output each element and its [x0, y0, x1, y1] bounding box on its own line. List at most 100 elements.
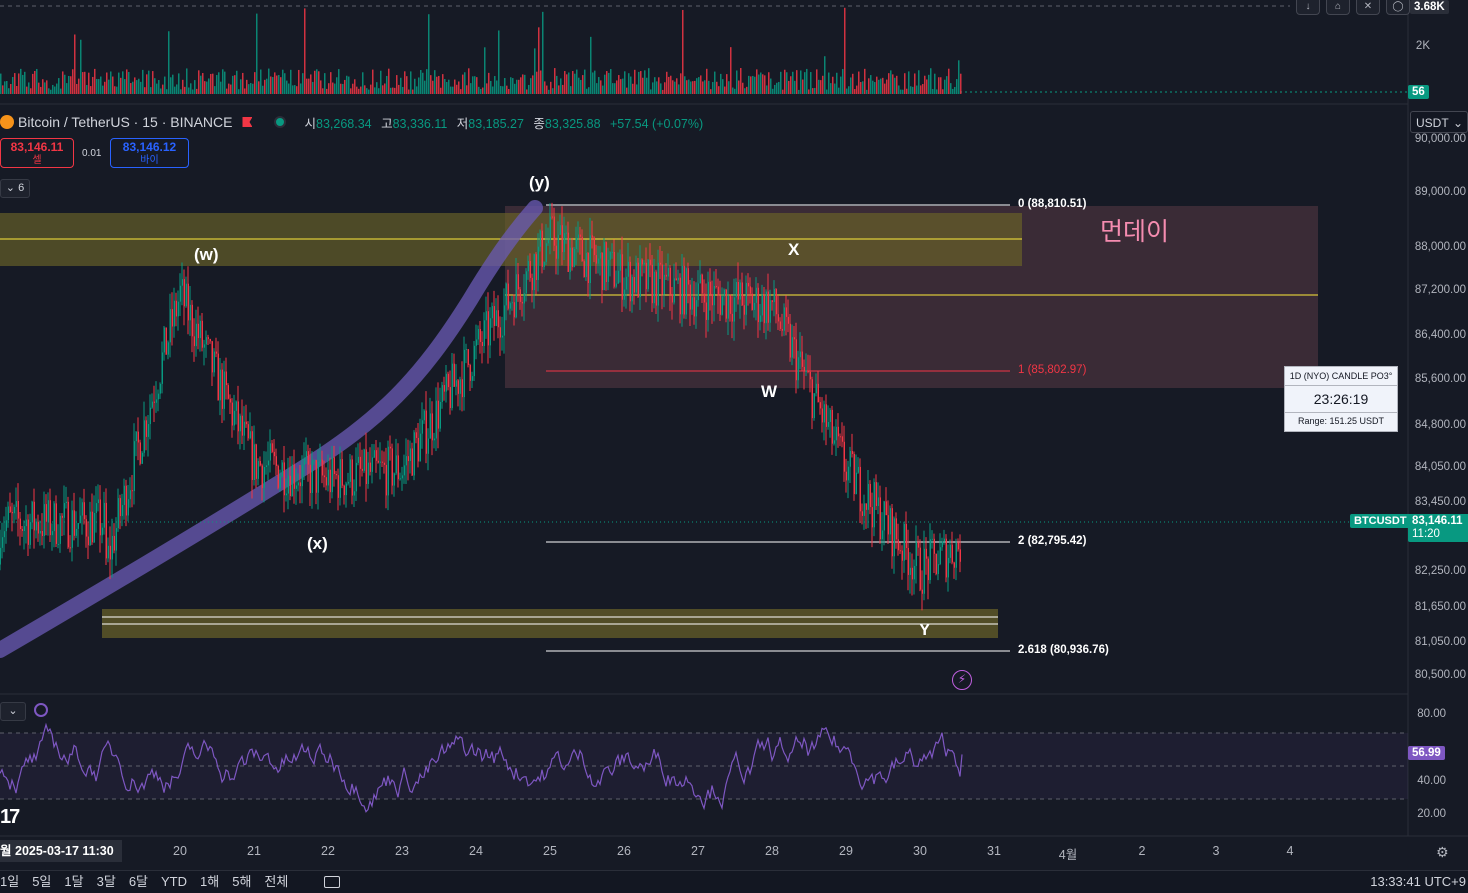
volume-bar [766, 85, 768, 94]
buy-button[interactable]: 83,146.12 바이 [110, 138, 189, 168]
price-tick-label: 86,400.00 [1414, 329, 1466, 341]
candle-body [303, 458, 305, 466]
candle-body [549, 216, 551, 240]
volume-bar [220, 81, 222, 94]
candle-body [629, 261, 631, 302]
candle-body [625, 276, 627, 290]
volume-bar [822, 75, 824, 94]
volume-bar [114, 86, 116, 94]
timeframe-button[interactable]: 1해 [200, 874, 220, 889]
volume-bar [384, 83, 386, 94]
close-icon[interactable]: ✕ [1356, 0, 1380, 15]
candle-body [531, 277, 533, 291]
trash-icon[interactable]: ⌂ [1326, 0, 1350, 15]
volume-bar [764, 75, 766, 94]
candle-body [263, 467, 265, 489]
candle-po3-widget: 1D (NYO) CANDLE PO3° 23:26:19 Range: 151… [1284, 366, 1398, 432]
volume-bar [748, 75, 750, 94]
clock[interactable]: 13:33:41 UTC+9 [1370, 874, 1466, 889]
volume-bar [720, 73, 722, 94]
candle-body [285, 493, 287, 496]
timeframe-button[interactable]: 1일 [0, 874, 20, 889]
timeframe-button[interactable]: 5해 [232, 874, 252, 889]
volume-bar [624, 71, 626, 94]
candle-body [911, 567, 913, 580]
volume-bar [410, 71, 412, 94]
volume-bar [72, 69, 74, 94]
volume-bar [712, 82, 714, 94]
refresh-icon[interactable] [34, 703, 48, 717]
candle-body [175, 300, 177, 317]
volume-bar [750, 76, 752, 94]
volume-bar [864, 68, 866, 94]
candle-body [427, 438, 429, 454]
candle-body [151, 401, 153, 408]
price-tick-label: 81,050.00 [1414, 636, 1466, 648]
candle-body [945, 538, 947, 578]
volume-bar [834, 83, 836, 94]
candle-body [843, 441, 845, 472]
candle-body [901, 550, 903, 561]
volume-bar [2, 85, 4, 94]
settings-gear-icon[interactable]: ⚙ [1436, 844, 1449, 860]
volume-bar [930, 68, 932, 94]
volume-bar [300, 83, 302, 94]
candle-body [851, 450, 853, 455]
candle-body [33, 501, 35, 531]
currency-select[interactable]: USDT ⌄ [1410, 111, 1468, 133]
volume-bar [34, 71, 36, 94]
candle-body [955, 542, 957, 568]
arrow-down-icon[interactable]: ↓ [1296, 0, 1320, 15]
volume-bar [122, 71, 124, 94]
symbol-title[interactable]: Bitcoin / TetherUS · 15 · BINANCE [18, 114, 233, 130]
candle-body [39, 531, 41, 534]
volume-bar [294, 85, 296, 94]
time-tick-label: 4월 [1058, 848, 1078, 862]
timeframe-button[interactable]: 전체 [264, 874, 289, 889]
timeframe-button[interactable]: 3달 [96, 874, 116, 889]
candle-body [547, 239, 549, 244]
candle-body [363, 449, 365, 471]
candle-body [367, 462, 369, 484]
volume-bar [8, 88, 10, 94]
volume-bar [148, 70, 150, 94]
volume-bar [40, 86, 42, 94]
volume-bar [262, 85, 264, 94]
flag-icon[interactable] [242, 117, 253, 127]
timeframe-button[interactable]: 1달 [64, 874, 84, 889]
candle-body [511, 302, 513, 304]
tradingview-logo[interactable]: 17 [0, 806, 20, 828]
timeframe-button[interactable]: 6달 [128, 874, 149, 889]
candle-body [361, 468, 363, 471]
rsi-collapse-button[interactable]: ⌄ [0, 702, 26, 721]
volume-bar [432, 80, 434, 94]
volume-bar [184, 86, 186, 94]
volume-bar [890, 70, 892, 94]
candle-body [877, 497, 879, 507]
timeframe-button[interactable]: 5일 [32, 874, 52, 889]
candle-body [215, 351, 217, 354]
sell-button[interactable]: 83,146.11 셀 [0, 138, 74, 168]
maximize-icon[interactable]: ◯ [1386, 0, 1410, 15]
indicator-collapse-button[interactable]: ⌄ 6 [0, 179, 30, 198]
volume-bar [838, 87, 840, 94]
volume-bar [434, 70, 436, 94]
volume-bar [188, 87, 190, 94]
candle-body [847, 466, 849, 481]
volume-bar [28, 82, 30, 94]
candle-body [115, 528, 117, 551]
candle-body [917, 542, 919, 548]
calendar-icon[interactable] [324, 876, 340, 888]
volume-bar [14, 73, 16, 94]
lightning-icon[interactable]: ⚡ [952, 670, 972, 690]
candle-body [131, 490, 133, 492]
volume-bar [398, 84, 400, 94]
candle-body [351, 459, 353, 496]
candle-body [807, 370, 809, 372]
volume-bar [568, 72, 570, 94]
volume-bar [788, 80, 790, 94]
volume-bar [180, 89, 182, 94]
timeframe-button[interactable]: YTD [161, 874, 188, 889]
volume-bar [736, 70, 738, 94]
